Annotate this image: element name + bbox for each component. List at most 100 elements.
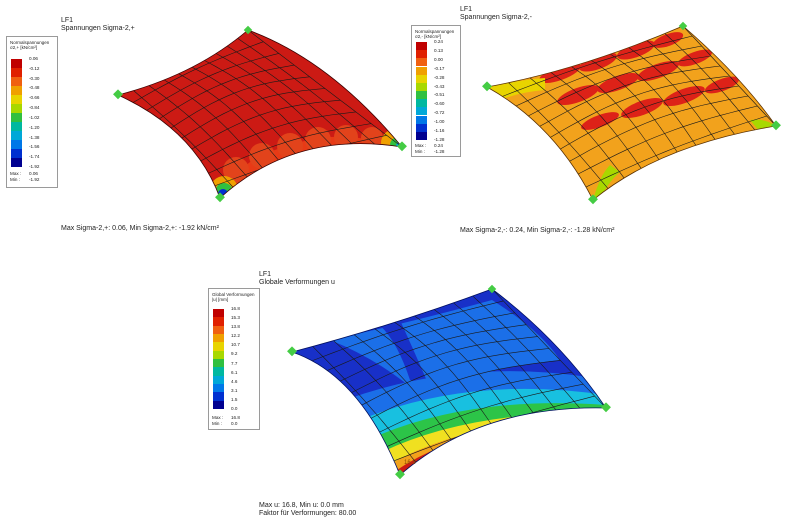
legend-swatch	[11, 104, 22, 113]
legend-swatch	[416, 115, 427, 124]
panel3-caption-line1: Max u: 16.8, Min u: 0.0 mm	[259, 502, 344, 509]
legend-swatch	[213, 367, 224, 376]
legend-swatch	[416, 131, 427, 140]
panel3-title: Globale Verformungen u	[259, 279, 335, 286]
legend-tick-label: 12.2	[231, 333, 240, 339]
legend-swatch	[416, 66, 427, 75]
panel1-caption: Max Sigma-2,+: 0.06, Min Sigma-2,+: -1.9…	[61, 225, 219, 232]
legend-tick-label: -1.38	[29, 134, 40, 140]
legend-tick-label: -1.02	[29, 114, 40, 120]
legend-swatch	[11, 149, 22, 158]
legend-tick-label: -1.56	[29, 144, 40, 150]
legend-max-label: Max :	[212, 415, 224, 420]
legend-tick-label: -0.17	[434, 65, 445, 71]
legend-swatch	[213, 400, 224, 409]
legend-tick-label: 0.00	[434, 56, 443, 62]
legend-swatch	[213, 334, 224, 343]
legend-swatch	[213, 309, 224, 318]
legend-swatch	[213, 392, 224, 401]
legend-swatch	[416, 82, 427, 91]
legend-swatch	[213, 325, 224, 334]
legend-swatch	[213, 359, 224, 368]
legend-max-value: 16.8	[231, 415, 240, 420]
legend-tick-label: 6.1	[231, 369, 238, 375]
legend-swatch	[11, 86, 22, 95]
legend-tick-label: -1.92	[29, 164, 40, 169]
legend-tick-label: 1.5	[231, 396, 238, 402]
legend-swatch	[11, 59, 22, 68]
legend-tick-label: 0.13	[434, 47, 443, 53]
max-value-label: 16.8	[404, 460, 416, 466]
panel1-loadcase: LF1	[61, 17, 74, 24]
panel3-loadcase: LF1	[259, 271, 272, 278]
legend-tick-label: -1.28	[434, 137, 445, 142]
legend-swatch	[416, 99, 427, 108]
support-node-icon	[215, 192, 225, 203]
panel2-loadcase: LF1	[460, 6, 473, 13]
legend-tick-label: 0.06	[29, 56, 38, 61]
legend-heading: Normalspannungen σ2,+ [kN/cm²]	[10, 40, 50, 50]
legend-tick-label: -1.20	[29, 124, 40, 130]
legend-tick-label: 10.7	[231, 342, 240, 348]
legend-swatch	[416, 91, 427, 100]
legend-swatch	[213, 375, 224, 384]
legend-swatch	[213, 342, 224, 351]
support-node-icon	[397, 141, 407, 152]
legend-max-label: Max :	[10, 171, 22, 176]
legend-max-label: Max :	[415, 143, 427, 148]
legend-tick-label: -0.28	[434, 74, 445, 80]
legend-swatch	[416, 123, 427, 132]
legend-tick-label: -1.74	[29, 154, 40, 160]
legend-swatch	[213, 350, 224, 359]
legend-swatch	[213, 317, 224, 326]
legend-swatch	[416, 42, 427, 51]
legend-swatch	[11, 131, 22, 140]
legend-swatch	[416, 74, 427, 83]
legend-swatch	[11, 95, 22, 104]
legend-tick-label: -0.72	[434, 110, 445, 116]
legend-max-value: 0.24	[434, 143, 443, 148]
legend-swatch	[11, 122, 22, 131]
legend-tick-label: -0.66	[29, 95, 40, 101]
legend-max-value: 0.06	[29, 171, 38, 176]
legend-colorbar	[11, 59, 22, 167]
legend-tick-label: -0.60	[434, 101, 445, 107]
legend-min-value: -1.28	[434, 149, 445, 154]
legend-tick-label: -1.00	[434, 119, 445, 125]
legend-swatch	[416, 58, 427, 67]
legend-min-label: Min :	[415, 149, 425, 154]
panel2-legend: Normalspannungen σ2,- [kN/cm²] 0.24 0.13 0…	[411, 25, 461, 157]
legend-min-value: -1.92	[29, 177, 40, 182]
legend-tick-label: -0.12	[29, 65, 40, 71]
legend-tick-label: -0.43	[434, 83, 445, 89]
legend-tick-label: 3.1	[231, 387, 238, 393]
legend-tick-label: -1.16	[434, 128, 445, 134]
legend-tick-label: 9.2	[231, 351, 238, 357]
legend-swatch	[416, 107, 427, 116]
legend-swatch	[11, 77, 22, 86]
legend-tick-label: 13.8	[231, 324, 240, 330]
panel3-caption-line2: Faktor für Verformungen: 80.00	[259, 510, 357, 517]
legend-swatch	[11, 158, 22, 167]
support-node-icon	[395, 469, 405, 480]
panel2-title: Spannungen Sigma-2,-	[460, 14, 532, 21]
panel3-legend: Global Verformungen |u| [mm] 16.8 15.3 13.…	[208, 288, 260, 430]
legend-swatch	[416, 50, 427, 59]
legend-min-value: 0.0	[231, 421, 238, 426]
legend-tick-label: 7.7	[231, 360, 238, 366]
legend-colorbar	[416, 42, 427, 140]
legend-tick-label: 0.24	[434, 39, 443, 44]
legend-tick-label: -0.51	[434, 92, 445, 98]
legend-tick-label: -0.48	[29, 85, 40, 91]
legend-swatch	[11, 68, 22, 77]
legend-heading: Normalspannungen σ2,- [kN/cm²]	[415, 29, 455, 39]
legend-tick-label: -0.84	[29, 105, 40, 111]
legend-min-label: Min :	[10, 177, 20, 182]
support-node-icon	[771, 120, 781, 131]
legend-tick-label: -0.30	[29, 75, 40, 81]
legend-min-label: Min :	[212, 421, 222, 426]
support-node-icon	[588, 194, 598, 205]
